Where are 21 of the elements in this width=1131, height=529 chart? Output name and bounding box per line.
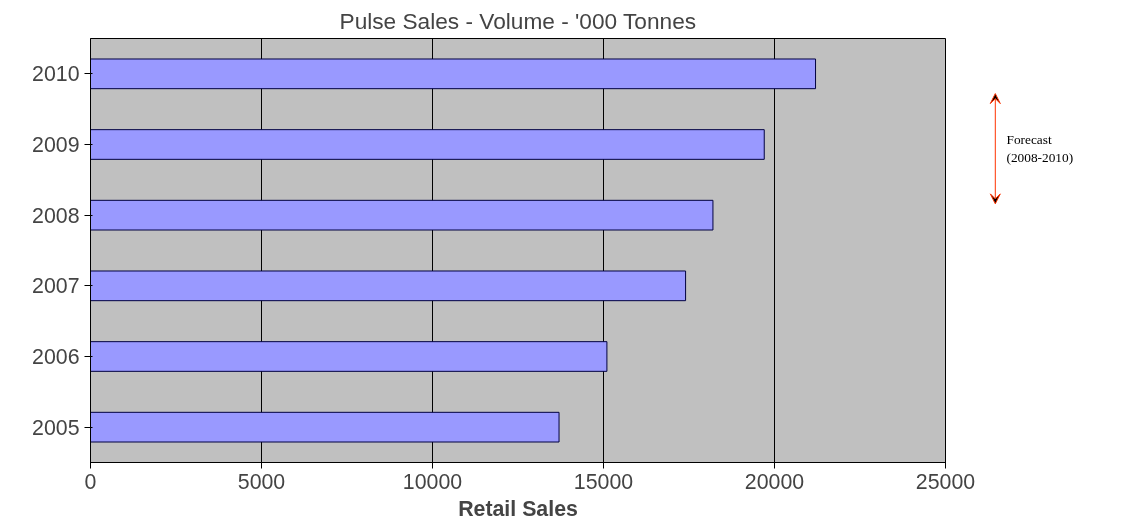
y-tick-label: 2006 (32, 345, 80, 369)
bar (90, 58, 817, 90)
x-tick-label: 20000 (744, 469, 805, 494)
chart-title: Pulse Sales - Volume - '000 Tonnes (339, 7, 697, 34)
x-tick-label: 5000 (237, 469, 286, 494)
x-tick-label: 15000 (573, 469, 634, 494)
bar (90, 270, 687, 302)
bar (90, 199, 714, 231)
y-tick-label: 2010 (32, 62, 80, 87)
y-tick-label: 2007 (32, 274, 80, 299)
text: Forecast (2008-2010) (1006, 132, 1074, 166)
x-tick-label: 0 (84, 469, 97, 494)
x-tick-label: 10000 (402, 469, 463, 494)
y-tick-label: 2005 (32, 415, 80, 440)
bar (90, 341, 608, 372)
x-axis-title: Retail Sales (458, 496, 578, 521)
bar (90, 129, 765, 160)
x-tick-label: 25000 (915, 469, 976, 494)
y-tick-label: 2009 (32, 133, 80, 157)
y-tick-label: 2008 (32, 203, 80, 228)
bar (90, 411, 560, 443)
